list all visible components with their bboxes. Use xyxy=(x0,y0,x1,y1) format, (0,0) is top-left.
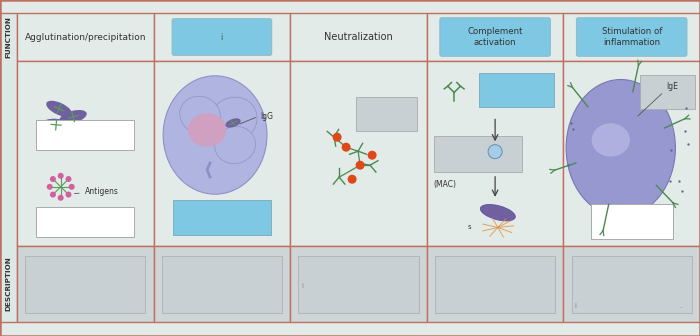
Circle shape xyxy=(368,151,377,160)
Circle shape xyxy=(66,176,71,182)
Bar xyxy=(479,73,554,107)
Text: s: s xyxy=(468,224,471,230)
Ellipse shape xyxy=(592,123,630,157)
Ellipse shape xyxy=(209,97,257,143)
Bar xyxy=(290,13,427,61)
Bar xyxy=(290,246,427,322)
Text: FUNCTION: FUNCTION xyxy=(6,16,11,58)
Ellipse shape xyxy=(215,126,256,164)
Ellipse shape xyxy=(225,118,241,128)
Ellipse shape xyxy=(42,119,70,131)
Text: Stimulation of
inflammation: Stimulation of inflammation xyxy=(601,27,662,47)
Bar xyxy=(298,255,419,312)
Circle shape xyxy=(50,192,56,198)
FancyBboxPatch shape xyxy=(172,19,272,55)
Text: Agglutination/precipitation: Agglutination/precipitation xyxy=(25,33,146,42)
Bar xyxy=(572,255,692,312)
Circle shape xyxy=(332,133,342,142)
Text: Neutralization: Neutralization xyxy=(324,32,393,42)
Bar xyxy=(427,61,564,246)
Text: .: . xyxy=(680,303,682,309)
Ellipse shape xyxy=(180,96,220,134)
Circle shape xyxy=(57,195,64,201)
Bar xyxy=(153,61,290,246)
Bar xyxy=(427,246,564,322)
Text: IgE: IgE xyxy=(666,82,678,91)
Text: i: i xyxy=(574,303,576,309)
Bar xyxy=(435,255,555,312)
Circle shape xyxy=(356,161,365,170)
Bar xyxy=(173,200,271,235)
Bar xyxy=(17,61,153,246)
Bar xyxy=(564,61,700,246)
Circle shape xyxy=(348,175,356,184)
Bar xyxy=(427,13,564,61)
Bar xyxy=(17,246,153,322)
FancyBboxPatch shape xyxy=(440,18,550,56)
Bar xyxy=(25,255,146,312)
Bar xyxy=(153,13,290,61)
Bar xyxy=(290,61,427,246)
Bar xyxy=(564,246,700,322)
Bar xyxy=(17,13,153,61)
Circle shape xyxy=(69,184,75,190)
Bar xyxy=(564,13,700,61)
Text: Antigens: Antigens xyxy=(74,187,118,196)
Bar xyxy=(36,120,134,150)
Circle shape xyxy=(57,173,64,179)
Ellipse shape xyxy=(60,110,87,124)
Bar xyxy=(162,255,282,312)
FancyBboxPatch shape xyxy=(576,18,687,56)
Ellipse shape xyxy=(480,205,515,221)
Bar xyxy=(36,207,134,237)
Circle shape xyxy=(488,145,502,159)
Circle shape xyxy=(66,192,71,198)
Text: i: i xyxy=(220,33,223,42)
Bar xyxy=(640,75,694,109)
Text: Complement
activation: Complement activation xyxy=(468,27,523,47)
Bar xyxy=(433,136,522,172)
Bar xyxy=(0,13,17,322)
Ellipse shape xyxy=(566,80,676,216)
Circle shape xyxy=(50,176,56,182)
Text: IgG: IgG xyxy=(260,112,273,121)
Ellipse shape xyxy=(188,113,226,146)
Text: DESCRIPTION: DESCRIPTION xyxy=(6,257,11,311)
Bar xyxy=(356,97,417,131)
Text: (MAC): (MAC) xyxy=(433,180,456,189)
Bar xyxy=(153,246,290,322)
Bar xyxy=(591,204,673,239)
Circle shape xyxy=(47,184,52,190)
Text: i: i xyxy=(301,283,303,289)
Ellipse shape xyxy=(46,101,72,117)
Circle shape xyxy=(342,143,351,152)
Ellipse shape xyxy=(163,76,267,194)
